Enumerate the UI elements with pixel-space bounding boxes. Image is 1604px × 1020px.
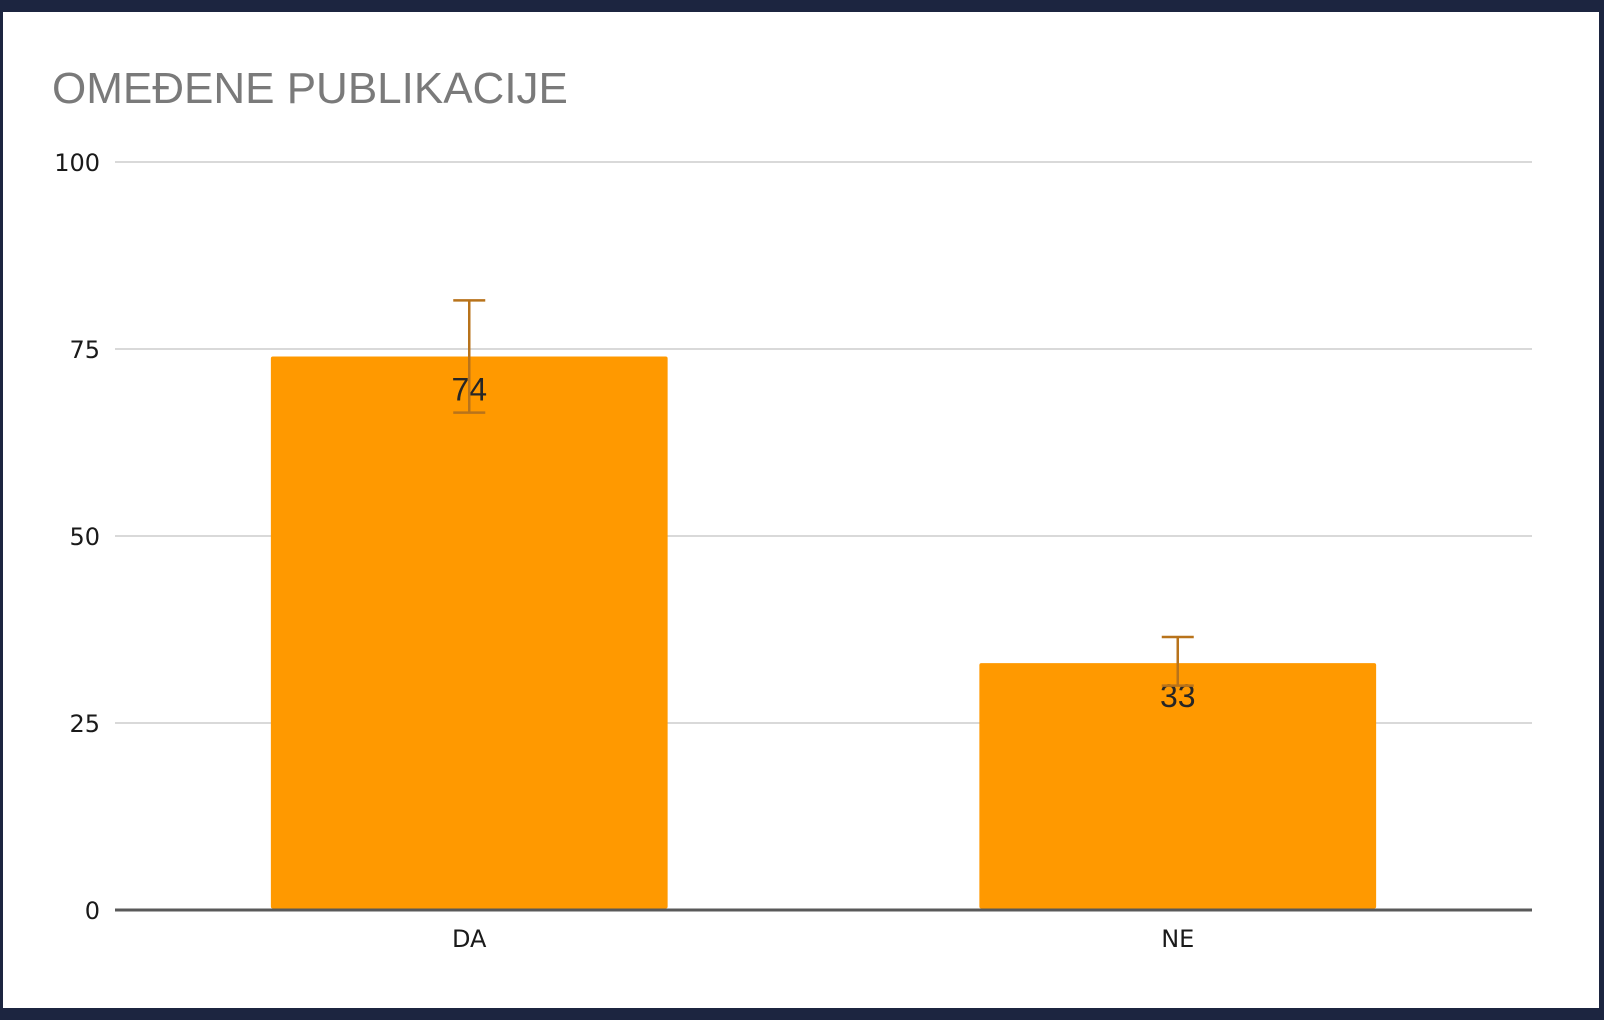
y-tick-label: 0 xyxy=(85,897,100,925)
error-bars xyxy=(453,299,1194,687)
x-tick-label: DA xyxy=(452,925,487,953)
y-tick-label: 25 xyxy=(69,710,100,738)
x-axis-ticks: DA NE xyxy=(452,925,1194,953)
gridlines xyxy=(115,161,1532,912)
chart-title: OMEĐENE PUBLIKACIJE xyxy=(52,64,568,113)
bar-ne xyxy=(979,663,1377,909)
y-tick-label: 100 xyxy=(54,149,100,177)
y-axis-ticks: 0 25 50 75 100 xyxy=(54,149,100,925)
y-tick-label: 50 xyxy=(69,523,100,551)
bar-da xyxy=(270,356,668,909)
bars xyxy=(270,356,1377,909)
y-tick-label: 75 xyxy=(69,336,100,364)
x-tick-label: NE xyxy=(1161,925,1194,953)
